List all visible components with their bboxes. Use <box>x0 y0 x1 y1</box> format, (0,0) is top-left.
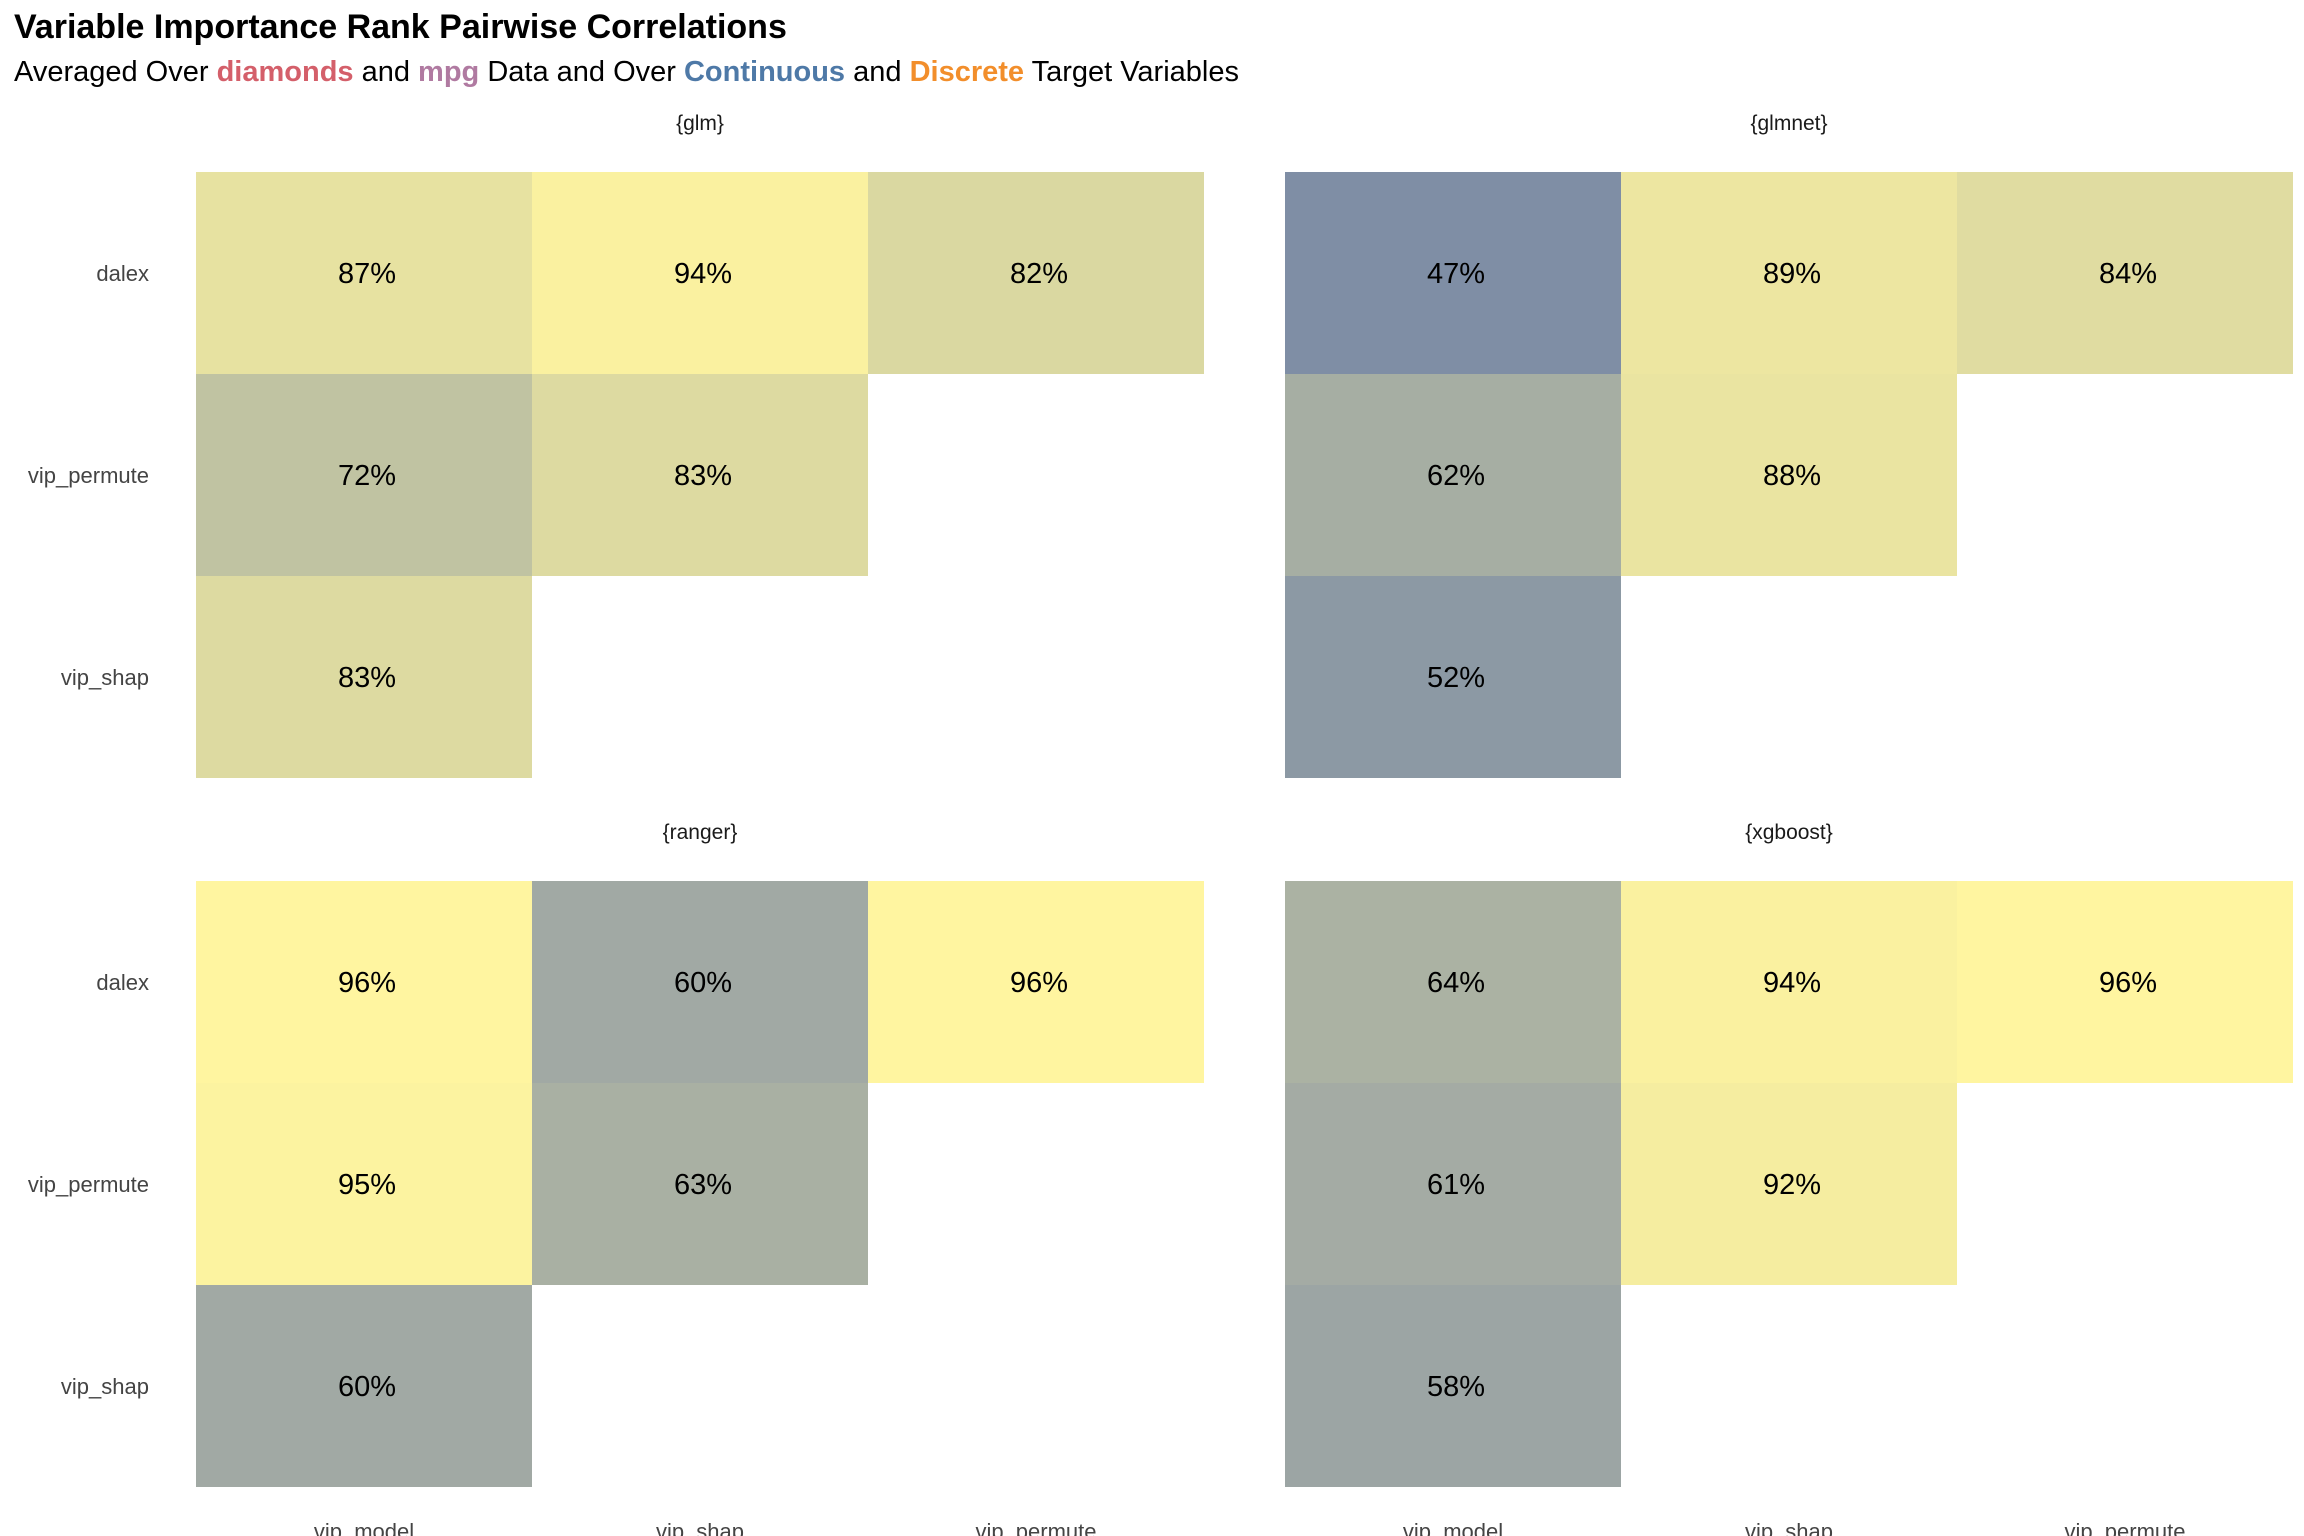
cell-value-label: 94% <box>674 258 732 290</box>
heatmap-cell <box>196 881 532 1083</box>
cell-value-label: 64% <box>1427 967 1485 999</box>
cell-value-label: 58% <box>1427 1371 1485 1403</box>
cell-value-label: 62% <box>1427 460 1485 492</box>
heatmap-cell <box>1285 374 1621 576</box>
heatmap-cell <box>532 172 868 374</box>
cell-value-label: 87% <box>338 258 396 290</box>
heatmap-cell <box>1621 1083 1957 1285</box>
panel-title-ranger: {ranger} <box>663 821 738 844</box>
heatmap-cell <box>1285 1083 1621 1285</box>
x-tick-label: vip_shap <box>1745 1519 1833 1536</box>
cell-value-label: 89% <box>1763 258 1821 290</box>
y-tick-label: dalex <box>96 261 149 286</box>
heatmap-cell <box>1621 881 1957 1083</box>
subtitle-text-2: and <box>353 56 419 88</box>
subtitle-target-continuous: Continuous <box>683 56 846 88</box>
x-tick-label: vip_model <box>314 1519 414 1536</box>
chart-subtitle: Averaged Over diamonds and mpg Data and … <box>14 56 1239 89</box>
y-tick-label: vip_permute <box>28 463 149 488</box>
cell-value-label: 60% <box>674 967 732 999</box>
heatmap-cell <box>868 881 1204 1083</box>
chart-title: Variable Importance Rank Pairwise Correl… <box>14 8 787 46</box>
heatmap-cell <box>868 172 1204 374</box>
heatmap-cell <box>1285 576 1621 778</box>
y-tick-label: dalex <box>96 970 149 995</box>
heatmap-cell <box>532 1083 868 1285</box>
x-tick-label: vip_permute <box>975 1519 1096 1536</box>
subtitle-text-4: and <box>845 56 910 88</box>
panel-title-glmnet: {glmnet} <box>1750 112 1827 135</box>
cell-value-label: 96% <box>2099 967 2157 999</box>
heatmap-cell <box>532 374 868 576</box>
cell-value-label: 47% <box>1427 258 1485 290</box>
heatmap-cell <box>1285 172 1621 374</box>
heatmap-cell <box>1957 172 2293 374</box>
heatmap-cell <box>196 1285 532 1487</box>
heatmap-cell <box>1285 881 1621 1083</box>
panel-title-xgboost: {xgboost} <box>1745 821 1833 844</box>
cell-value-label: 83% <box>338 662 396 694</box>
cell-value-label: 94% <box>1763 967 1821 999</box>
cell-value-label: 72% <box>338 460 396 492</box>
heatmap-cell <box>196 576 532 778</box>
heatmap-cell <box>1621 374 1957 576</box>
x-tick-label: vip_shap <box>656 1519 744 1536</box>
cell-value-label: 96% <box>338 967 396 999</box>
cell-value-label: 82% <box>1010 258 1068 290</box>
cell-value-label: 96% <box>1010 967 1068 999</box>
cell-value-label: 95% <box>338 1169 396 1201</box>
x-tick-label: vip_permute <box>2064 1519 2185 1536</box>
heatmap-cell <box>1285 1285 1621 1487</box>
subtitle-text-1: Averaged Over <box>14 56 217 88</box>
cell-value-label: 60% <box>338 1371 396 1403</box>
cell-value-label: 61% <box>1427 1169 1485 1201</box>
heatmap-cell <box>1621 172 1957 374</box>
cell-value-label: 52% <box>1427 662 1485 694</box>
cell-value-label: 84% <box>2099 258 2157 290</box>
heatmap-cell <box>196 374 532 576</box>
heatmap-cell <box>532 881 868 1083</box>
heatmap-cell <box>196 1083 532 1285</box>
heatmap-cell <box>196 172 532 374</box>
y-tick-label: vip_permute <box>28 1172 149 1197</box>
subtitle-target-discrete: Discrete <box>909 56 1025 88</box>
y-tick-label: vip_shap <box>61 1374 149 1399</box>
subtitle-text-3: Data and Over <box>479 56 684 88</box>
panel-title-glm: {glm} <box>676 112 724 135</box>
subtitle-dataset-diamonds: diamonds <box>216 56 354 88</box>
x-tick-label: vip_model <box>1403 1519 1503 1536</box>
heatmap-cell <box>1957 881 2293 1083</box>
subtitle-dataset-mpg: mpg <box>418 56 480 88</box>
cell-value-label: 92% <box>1763 1169 1821 1201</box>
subtitle-text-5: Target Variables <box>1024 56 1239 88</box>
cell-value-label: 83% <box>674 460 732 492</box>
cell-value-label: 63% <box>674 1169 732 1201</box>
cell-value-label: 88% <box>1763 460 1821 492</box>
y-tick-label: vip_shap <box>61 665 149 690</box>
